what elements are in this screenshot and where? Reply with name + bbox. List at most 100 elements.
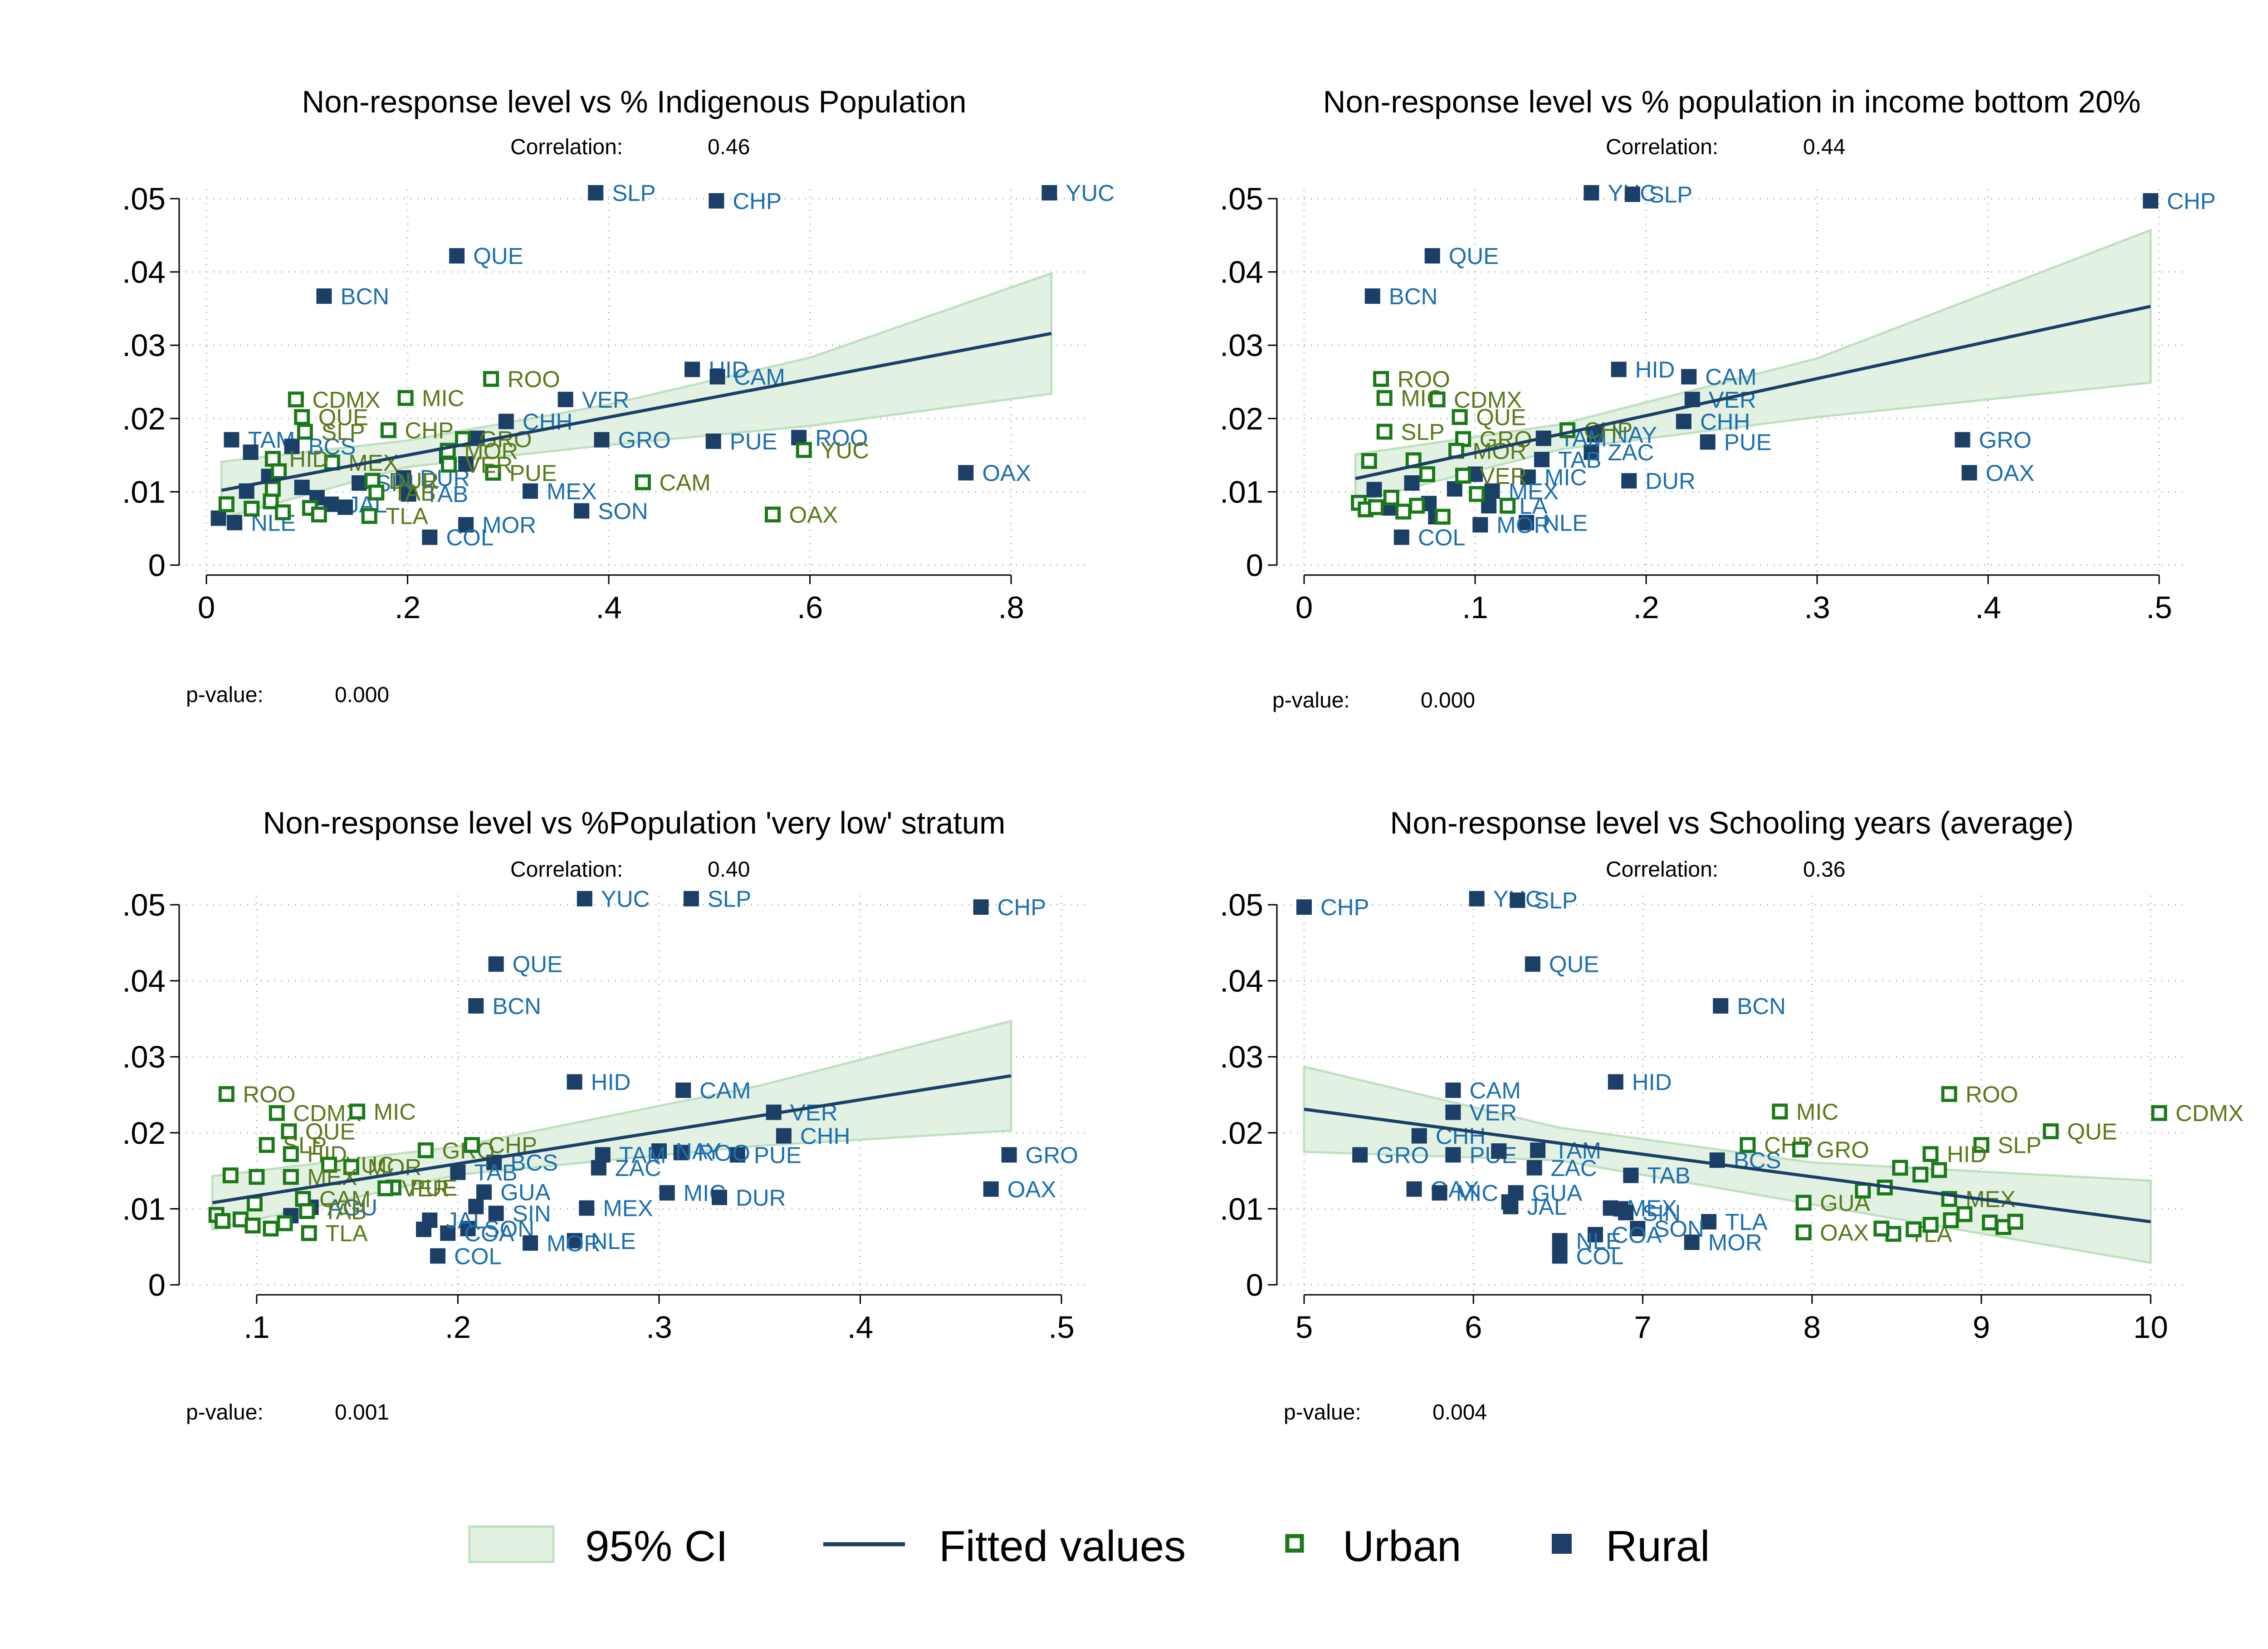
point-label: OAX (1986, 460, 2035, 486)
point-label: YUC (601, 886, 650, 912)
urban-point (440, 457, 457, 473)
point-label: CAM (1469, 1078, 1520, 1103)
point-label: VER (1469, 1100, 1517, 1126)
point-label: TAB (323, 1198, 367, 1224)
rural-point (1584, 185, 1599, 201)
point-label: HID (1947, 1142, 1987, 1167)
point-label: GRO (1480, 426, 1532, 452)
rural-point (1445, 1147, 1461, 1163)
rural-point (1445, 1104, 1461, 1120)
urban-point (1429, 391, 1446, 408)
point-label: YUC (820, 437, 869, 463)
point-label: OAX (1007, 1176, 1056, 1202)
rural-point (1630, 1220, 1646, 1236)
rural-point (595, 1147, 611, 1163)
urban-point (765, 506, 781, 522)
rural-point (1001, 1147, 1017, 1163)
point-label: QUE (1476, 405, 1526, 430)
urban-point (218, 1086, 235, 1102)
point-label: CAM (699, 1078, 751, 1103)
panel-title: Non-response level vs % population in in… (1323, 84, 2141, 119)
point-label: PUE (754, 1142, 802, 1168)
urban-point (1434, 508, 1451, 525)
correlation-value: 0.40 (708, 858, 750, 882)
urban-point (796, 442, 812, 458)
x-tick-label: .4 (847, 1310, 874, 1345)
urban-point (1500, 498, 1516, 514)
point-label: GRO (1817, 1137, 1869, 1163)
pvalue-value: 0.004 (1432, 1400, 1487, 1425)
urban-point (1795, 1195, 1812, 1211)
urban-point (483, 371, 499, 387)
pvalue-value: 0.000 (1421, 688, 1475, 712)
point-label: HID (1635, 357, 1675, 383)
y-tick-label: .03 (1220, 328, 1263, 363)
x-tick-label: 6 (1465, 1310, 1482, 1345)
x-tick-label: 0 (1295, 590, 1313, 625)
rural-point (458, 517, 474, 533)
point-label: COA (464, 1220, 514, 1246)
urban-point (380, 422, 396, 439)
urban-point (244, 501, 260, 517)
urban-point (263, 1220, 279, 1237)
rural-point (1676, 414, 1691, 429)
rural-point (1366, 482, 1382, 498)
legend-rural-label: Rural (1606, 1522, 1710, 1571)
point-label: DUR (1645, 468, 1696, 494)
x-tick-label: .1 (244, 1310, 270, 1345)
urban-point (1892, 1160, 1908, 1176)
point-label: GRO (618, 427, 671, 453)
y-tick-label: .05 (1220, 181, 1263, 216)
point-label: QUE (513, 951, 563, 977)
point-label: CAM (1705, 364, 1756, 390)
urban-point (1469, 486, 1485, 502)
rural-point (1552, 1248, 1568, 1264)
point-label: TAB (1558, 447, 1601, 473)
panel-title: Non-response level vs %Population 'very … (263, 805, 1005, 840)
legend-ci-swatch (468, 1525, 555, 1563)
rural-point (284, 439, 300, 454)
rural-point (1552, 1233, 1568, 1249)
point-label: QUE (2067, 1118, 2117, 1144)
point-label: SLP (612, 180, 655, 206)
rural-point (776, 1128, 792, 1144)
rural-point (422, 529, 438, 545)
y-tick-label: .03 (122, 1039, 166, 1074)
rural-point (1588, 1227, 1603, 1243)
fitted-line (1355, 305, 2151, 480)
y-tick-label: .01 (1220, 474, 1263, 509)
urban-point (2043, 1123, 2059, 1139)
point-label: SIN (513, 1200, 551, 1226)
point-label: SLP (1401, 419, 1444, 445)
point-label: PUE (509, 460, 557, 486)
rural-point (567, 1233, 582, 1249)
rural-point (659, 1185, 675, 1201)
rural-point (1445, 1082, 1461, 1098)
rural-point (1681, 369, 1697, 385)
y-tick-label: .04 (122, 964, 166, 999)
rural-point (468, 998, 484, 1014)
urban-point (321, 1156, 337, 1173)
rural-point (1520, 469, 1536, 485)
pvalue-value: 0.000 (335, 683, 389, 707)
point-label: NLE (1576, 1228, 1621, 1254)
urban-point (1452, 409, 1468, 425)
point-label: VER (402, 1176, 450, 1201)
point-label: TAM (1554, 1137, 1601, 1163)
x-tick-label: .4 (1975, 590, 2001, 625)
rural-point (440, 1225, 456, 1241)
rural-point (1961, 465, 1977, 481)
point-label: HID (591, 1069, 631, 1095)
urban-point (1873, 1220, 1890, 1237)
urban-point (294, 409, 310, 425)
y-tick-label: .04 (122, 255, 166, 290)
panel-title: Non-response level vs Schooling years (a… (1390, 805, 2073, 840)
rural-point (1510, 892, 1525, 908)
y-tick-label: .01 (122, 1191, 166, 1226)
point-label: TAB (393, 480, 436, 506)
urban-point (1912, 1166, 1929, 1183)
urban-point (288, 391, 304, 408)
x-tick-label: .2 (395, 590, 421, 625)
point-label: TLA (386, 503, 428, 529)
correlation-value: 0.46 (708, 135, 750, 159)
